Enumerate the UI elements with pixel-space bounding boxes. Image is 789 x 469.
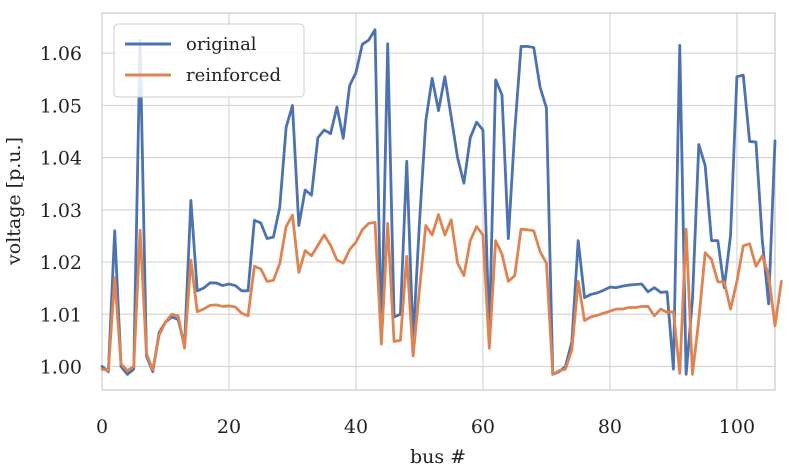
x-tick-label-2: 40 [344,416,368,438]
y-tick-label-5: 1.05 [40,95,82,117]
y-tick-labels: 1.00 1.01 1.02 1.03 1.04 1.05 1.06 [40,43,82,378]
legend-label-reinforced: reinforced [186,65,281,86]
x-tick-labels: 0 20 40 60 80 100 [96,416,755,438]
legend-label-original: original [186,34,257,55]
y-tick-label-4: 1.04 [40,148,82,170]
x-tick-label-3: 60 [471,416,495,438]
legend: original reinforced [113,23,305,98]
x-axis-label: bus # [410,446,466,468]
legend-box [113,23,305,98]
x-tick-label-5: 100 [719,416,755,438]
x-tick-label-1: 20 [217,416,241,438]
y-tick-label-3: 1.03 [40,200,82,222]
y-tick-label-6: 1.06 [40,43,82,65]
x-tick-label-4: 80 [598,416,622,438]
y-tick-label-1: 1.01 [40,304,82,326]
series-lines [100,28,783,376]
series-line-original [100,28,777,376]
y-tick-label-2: 1.02 [40,252,82,274]
series-line-reinforced [100,213,783,376]
y-tick-label-0: 1.00 [40,357,82,379]
x-tick-label-0: 0 [96,416,108,438]
y-axis-label: voltage [p.u.] [3,137,25,266]
